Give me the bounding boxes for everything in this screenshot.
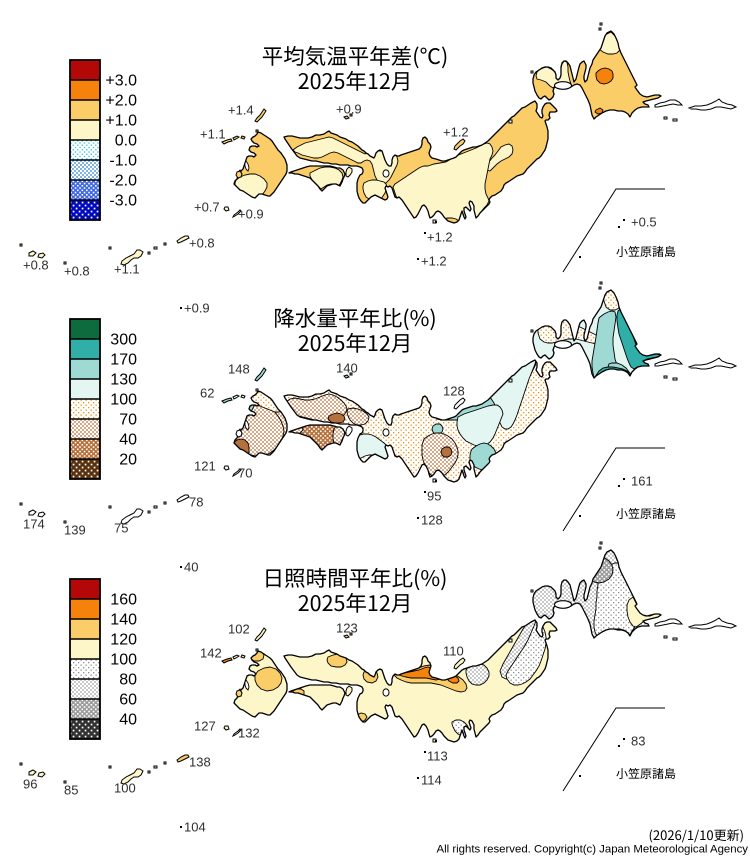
svg-text:-1.0: -1.0 [109, 153, 137, 170]
svg-text:+0.5: +0.5 [631, 215, 657, 230]
svg-text:62: 62 [200, 386, 214, 401]
svg-text:300: 300 [110, 332, 137, 349]
svg-text:96: 96 [23, 777, 37, 792]
svg-text:+3.0: +3.0 [105, 73, 137, 90]
svg-text:132: 132 [238, 726, 260, 741]
svg-text:70: 70 [238, 466, 252, 481]
svg-text:20: 20 [119, 452, 137, 469]
svg-text:128: 128 [443, 384, 465, 399]
svg-text:170: 170 [110, 352, 137, 369]
svg-text:All rights reserved. Copyright: All rights reserved. Copyright(c) Japan … [437, 844, 749, 856]
svg-text:60: 60 [119, 692, 137, 709]
svg-text:161: 161 [631, 474, 653, 489]
svg-text:120: 120 [110, 632, 137, 649]
svg-text:0.0: 0.0 [115, 133, 137, 150]
svg-text:+1.2: +1.2 [443, 125, 469, 140]
svg-text:100: 100 [110, 392, 137, 409]
svg-text:114: 114 [421, 773, 442, 788]
svg-text:+0.8: +0.8 [64, 264, 90, 279]
svg-text:85: 85 [64, 783, 78, 798]
svg-text:140: 140 [110, 612, 137, 629]
svg-text:+2.0: +2.0 [105, 93, 137, 110]
svg-text:140: 140 [336, 361, 358, 376]
svg-text:+0.8: +0.8 [23, 258, 49, 273]
svg-text:138: 138 [189, 755, 211, 770]
svg-text:139: 139 [64, 523, 86, 538]
svg-text:148: 148 [228, 362, 250, 377]
svg-text:40: 40 [119, 712, 137, 729]
svg-text:+1.4: +1.4 [228, 103, 254, 118]
svg-text:100: 100 [110, 652, 137, 669]
svg-text:+0.9: +0.9 [238, 207, 264, 222]
svg-text:174: 174 [23, 517, 45, 532]
svg-text:40: 40 [184, 560, 198, 575]
svg-text:160: 160 [110, 592, 137, 609]
svg-text:100: 100 [114, 781, 136, 796]
svg-text:113: 113 [427, 749, 448, 764]
svg-text:+0.8: +0.8 [189, 236, 215, 251]
svg-text:110: 110 [443, 644, 464, 659]
svg-text:+1.1: +1.1 [114, 262, 140, 277]
svg-text:83: 83 [631, 734, 645, 749]
svg-text:121: 121 [194, 459, 216, 474]
svg-text:+0.9: +0.9 [184, 301, 210, 316]
svg-text:78: 78 [189, 495, 203, 510]
svg-text:40: 40 [119, 432, 137, 449]
svg-text:102: 102 [228, 622, 250, 637]
svg-text:+0.9: +0.9 [336, 102, 362, 117]
svg-text:128: 128 [421, 513, 443, 528]
svg-text:142: 142 [200, 646, 222, 661]
svg-text:80: 80 [119, 672, 137, 689]
svg-text:+0.7: +0.7 [194, 200, 220, 215]
svg-text:123: 123 [336, 621, 358, 636]
svg-text:104: 104 [184, 820, 206, 835]
svg-text:-2.0: -2.0 [109, 173, 137, 190]
svg-text:130: 130 [110, 372, 137, 389]
svg-text:+1.1: +1.1 [200, 127, 226, 142]
svg-text:95: 95 [427, 489, 441, 504]
svg-text:127: 127 [194, 719, 216, 734]
svg-text:70: 70 [119, 412, 137, 429]
svg-text:75: 75 [114, 521, 128, 536]
svg-text:-3.0: -3.0 [109, 193, 137, 210]
svg-text:+1.2: +1.2 [421, 254, 447, 269]
svg-text:+1.2: +1.2 [427, 230, 453, 245]
svg-text:+1.0: +1.0 [105, 113, 137, 130]
